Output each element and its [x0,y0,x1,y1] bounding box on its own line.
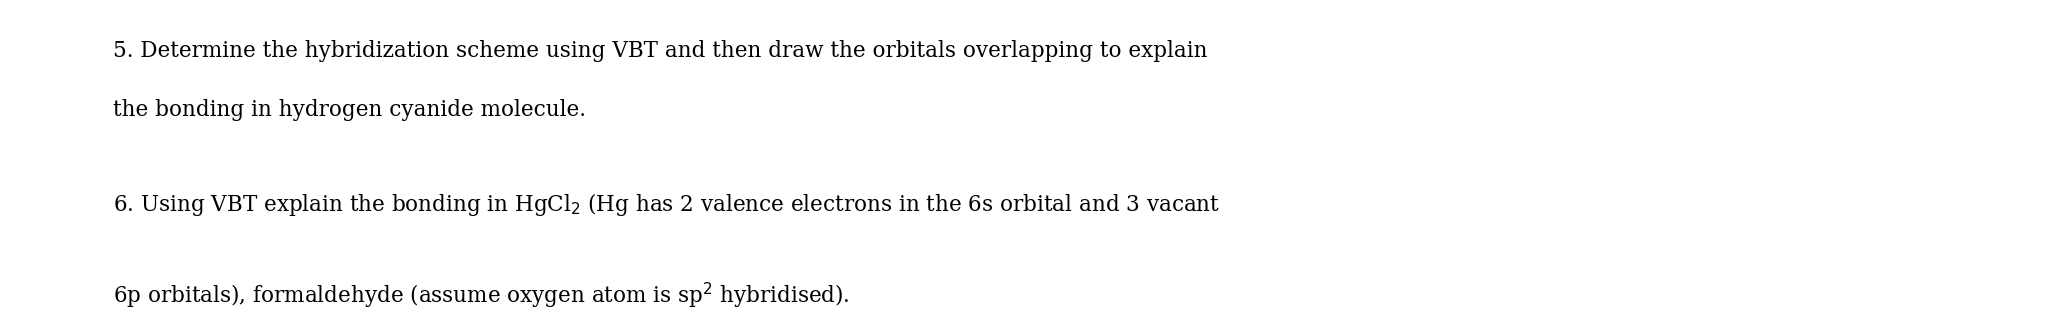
Text: 5. Determine the hybridization scheme using VBT and then draw the orbitals overl: 5. Determine the hybridization scheme us… [113,40,1206,62]
Text: 6p orbitals), formaldehyde (assume oxygen atom is sp$^2$ hybridised).: 6p orbitals), formaldehyde (assume oxyge… [113,280,850,311]
Text: 6. Using VBT explain the bonding in HgCl$_2$ (Hg has 2 valence electrons in the : 6. Using VBT explain the bonding in HgCl… [113,191,1221,218]
Text: the bonding in hydrogen cyanide molecule.: the bonding in hydrogen cyanide molecule… [113,99,586,121]
